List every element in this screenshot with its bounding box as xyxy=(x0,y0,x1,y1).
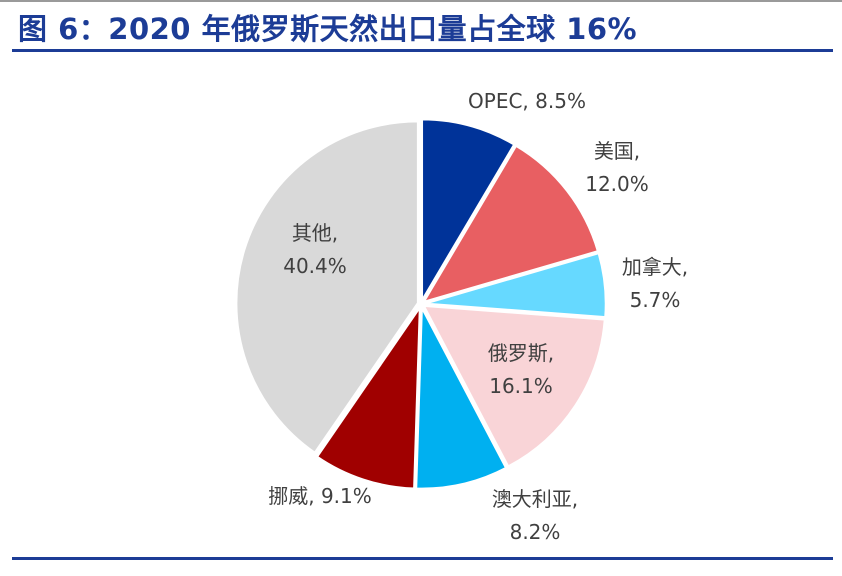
chart-title: 图 6：2020 年俄罗斯天然出口量占全球 16% xyxy=(18,12,638,46)
slice-label-2: 加拿大, 5.7% xyxy=(622,255,688,312)
pie-slice-5 xyxy=(315,302,422,491)
pie-slice-2 xyxy=(423,251,608,319)
pie-slice-4 xyxy=(414,302,509,491)
bottom-rule xyxy=(12,557,833,560)
slice-label-5: 挪威, 9.1% xyxy=(268,484,372,508)
slice-label-3: 俄罗斯, 16.1% xyxy=(488,341,554,398)
slice-label-1: 美国, 12.0% xyxy=(585,139,649,196)
title-rule xyxy=(12,49,833,52)
slice-label-6: 其他, 40.4% xyxy=(283,221,347,278)
pie-slice-1 xyxy=(420,143,600,305)
pie-slice-6 xyxy=(234,119,420,455)
pie-slice-0 xyxy=(420,117,517,306)
slice-label-4: 澳大利亚, 8.2% xyxy=(492,487,578,544)
pie-slice-3 xyxy=(421,304,607,469)
slice-label-0: OPEC, 8.5% xyxy=(468,89,586,113)
top-border xyxy=(0,0,842,2)
